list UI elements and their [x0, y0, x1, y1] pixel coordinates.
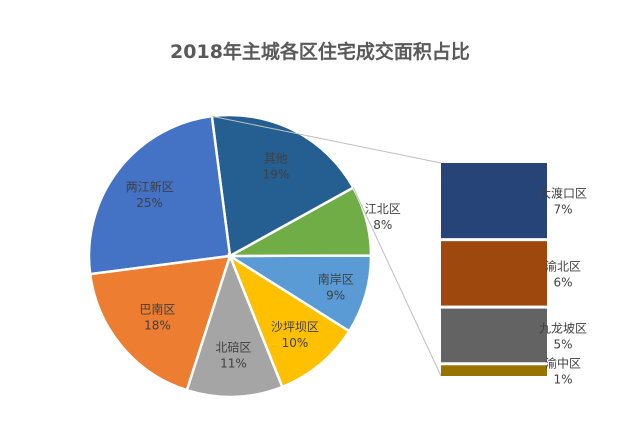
slice-value-label-1: 25%	[136, 196, 163, 210]
pie-slice-1	[87, 114, 232, 276]
slice-label-1: 两江新区	[126, 179, 174, 194]
bar-value-label-3: 1%	[553, 373, 572, 387]
pie-slice-5	[225, 254, 373, 333]
slice-label-5: 南岸区	[318, 271, 354, 286]
bar-label-0: 大渡口区	[539, 186, 587, 201]
slice-label-3: 北碚区	[215, 340, 251, 355]
chart-title: 2018年主城各区住宅成交面积占比	[170, 40, 470, 63]
slice-value-label-0: 19%	[262, 167, 289, 181]
data-labels: 其他 19% 两江新区 25% 巴南区 18% 北碚区 11% 沙坪坝区 10% 南岸区 9% 江北区 8…	[126, 151, 587, 386]
slice-value-label-5: 9%	[326, 288, 345, 302]
slice-label-2: 巴南区	[139, 302, 175, 317]
pie-slice-2	[88, 254, 232, 392]
bar-segment-0	[441, 163, 547, 239]
bar-label-3: 渝中区	[545, 356, 581, 371]
bar-label-1: 渝北区	[545, 258, 581, 273]
bar-segment-2	[441, 308, 547, 363]
main-pie	[87, 113, 373, 399]
slice-value-label-3: 11%	[220, 357, 247, 371]
slice-label-6: 江北区	[365, 202, 401, 216]
pie-slice-3	[185, 252, 284, 399]
pie-slice-4	[227, 252, 352, 389]
slice-value-label-4: 10%	[282, 336, 309, 350]
connector-top	[211, 115, 442, 164]
slice-value-label-2: 18%	[144, 319, 171, 333]
bar-segment-3	[441, 365, 547, 376]
bar-value-label-1: 6%	[553, 275, 572, 289]
slice-value-label-6: 8%	[373, 218, 392, 232]
breakdown-bar	[441, 163, 547, 376]
connector-bottom	[352, 187, 442, 377]
slice-label-4: 沙坪坝区	[271, 320, 319, 334]
bar-value-label-0: 7%	[553, 203, 572, 217]
connector-lines	[211, 115, 442, 377]
bar-value-label-2: 5%	[553, 337, 572, 351]
bar-label-2: 九龙坡区	[539, 321, 587, 335]
pie-slice-0	[210, 113, 356, 258]
slice-label-0: 其他	[264, 151, 288, 165]
bar-segment-1	[441, 241, 547, 306]
